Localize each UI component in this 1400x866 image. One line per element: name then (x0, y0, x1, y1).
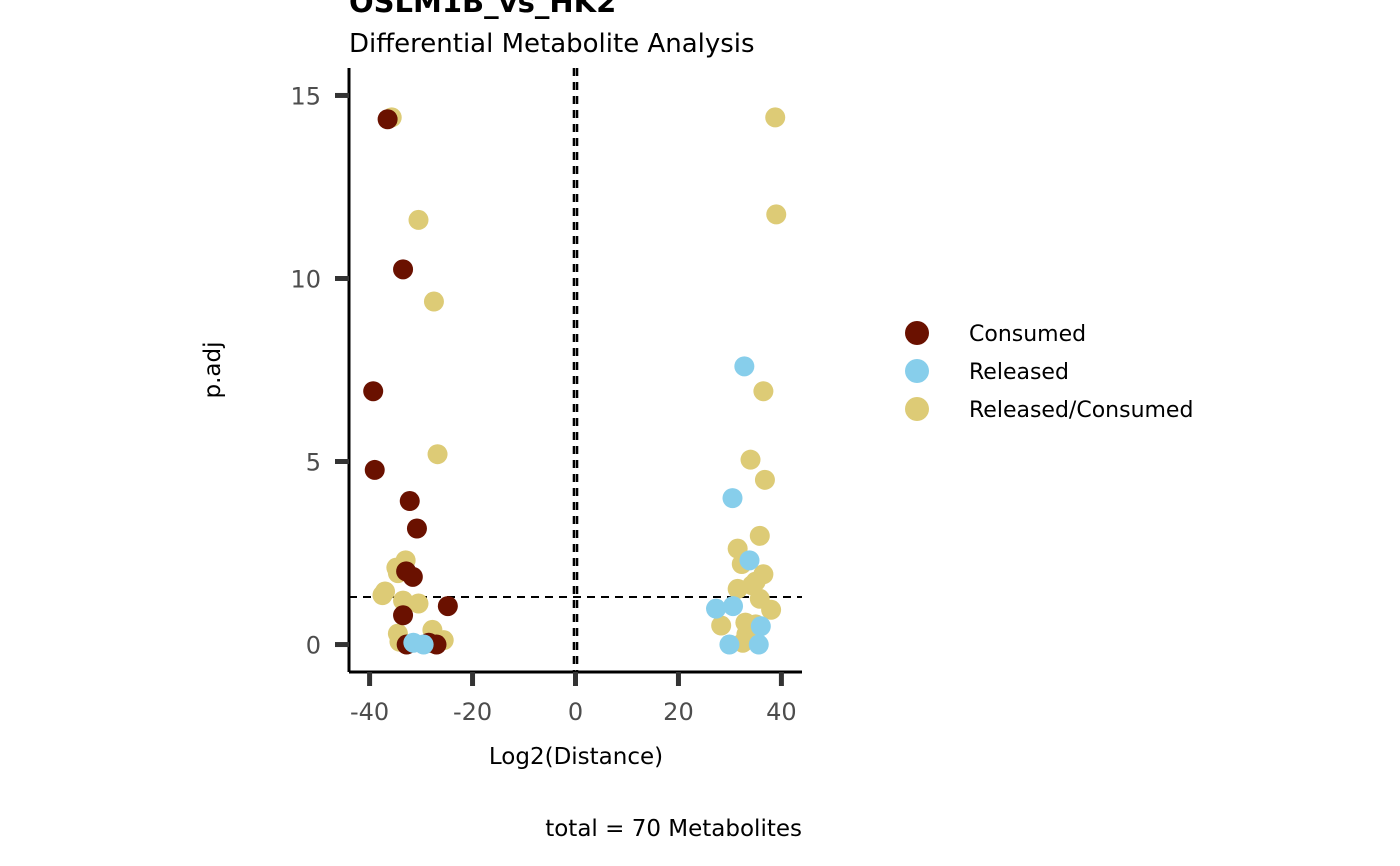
data-points (363, 107, 787, 655)
y-tick-label: 0 (306, 632, 321, 660)
data-point (402, 566, 423, 587)
legend-label: Released/Consumed (969, 398, 1193, 423)
data-point (765, 107, 786, 128)
x-axis-title: Log2(Distance) (489, 744, 663, 770)
data-point (727, 578, 748, 599)
legend: Consumed Released Released/Consumed (905, 321, 1193, 423)
data-point (748, 634, 769, 655)
data-point (399, 491, 420, 512)
chart-title: OSLM1B_vs_HK2 (349, 0, 616, 19)
data-point (427, 444, 448, 465)
legend-key (905, 321, 929, 345)
x-tick-label: -40 (350, 698, 389, 726)
data-point (393, 259, 414, 280)
data-point (423, 291, 444, 312)
axes: -40 -20 0 20 40 0 5 10 15 (290, 68, 802, 726)
data-point (364, 459, 385, 480)
legend-label: Consumed (969, 322, 1086, 347)
data-point (754, 469, 775, 490)
legend-key (905, 359, 929, 383)
data-point (372, 585, 393, 606)
x-tick-label: 20 (663, 698, 694, 726)
legend-label: Released (969, 360, 1069, 385)
x-tick-label: 0 (568, 698, 583, 726)
x-axis-ticks: -40 -20 0 20 40 (350, 672, 797, 726)
data-point (749, 525, 770, 546)
data-point (408, 209, 429, 230)
data-point (719, 634, 740, 655)
data-point (723, 596, 744, 617)
data-point (711, 615, 732, 636)
data-point (761, 599, 782, 620)
data-point (734, 356, 755, 377)
data-point (393, 605, 414, 626)
data-point (393, 590, 414, 611)
y-tick-label: 15 (290, 82, 321, 110)
y-axis-ticks: 0 5 10 15 (290, 82, 349, 660)
data-point (377, 109, 398, 130)
data-point (739, 550, 760, 571)
data-point (740, 449, 761, 470)
data-point (413, 634, 434, 655)
chart-caption: total = 70 Metabolites (545, 816, 802, 842)
data-point (753, 381, 774, 402)
data-point (766, 204, 787, 225)
data-point (408, 593, 429, 614)
x-tick-label: -20 (453, 698, 492, 726)
chart-header: OSLM1B_vs_HK2 Differential Metabolite An… (349, 0, 755, 59)
data-point (706, 598, 727, 619)
x-tick-label: 40 (766, 698, 797, 726)
chart-subtitle: Differential Metabolite Analysis (349, 29, 755, 59)
y-tick-label: 5 (306, 449, 321, 477)
data-point (363, 381, 384, 402)
data-point (750, 616, 771, 637)
y-tick-label: 10 (290, 265, 321, 293)
data-point (406, 518, 427, 539)
data-point (722, 488, 743, 509)
y-axis-title: p.adj (200, 342, 226, 399)
data-point (437, 596, 458, 617)
legend-key (905, 397, 929, 421)
